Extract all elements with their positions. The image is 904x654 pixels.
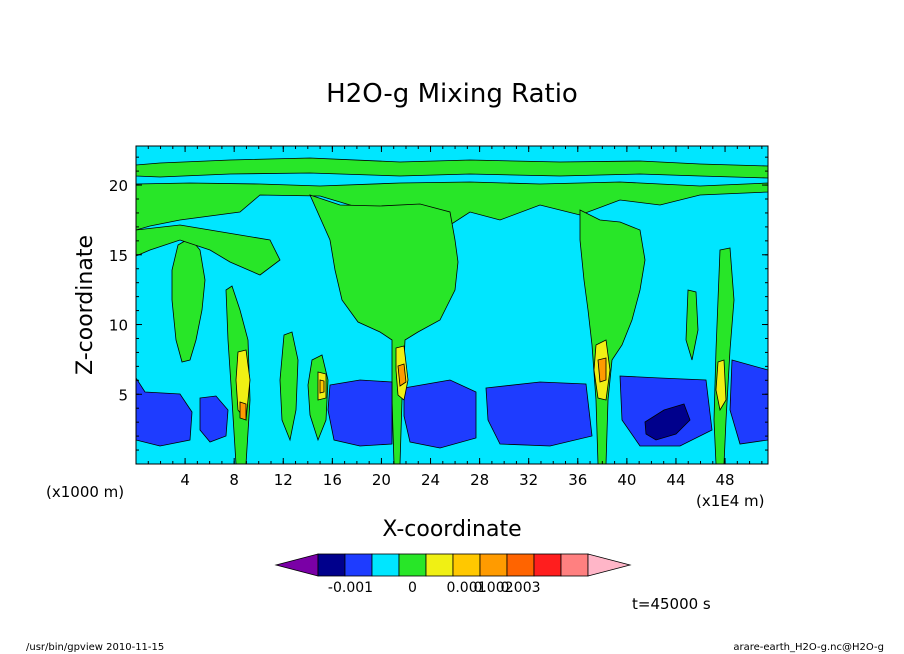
colorbar-tick-label: 0.002 — [473, 580, 513, 596]
colorbar-swatch — [344, 553, 373, 577]
x-tick-label: 48 — [716, 471, 735, 489]
dry-region-x31 — [485, 381, 593, 447]
x-tick-label: 12 — [274, 471, 293, 489]
y-axis: 5 10 15 20 — [109, 156, 768, 451]
moist-plume-right — [579, 209, 646, 464]
plot-area — [135, 145, 769, 465]
colorbar-swatch — [479, 553, 508, 577]
colorbar-swatch — [317, 553, 346, 577]
x-tick-label: 28 — [470, 471, 489, 489]
moist-plume-x48 — [713, 247, 735, 464]
moist-plume-left — [171, 237, 206, 363]
x-unit-label: (x1000 m) — [46, 483, 124, 501]
x-tick-label: 32 — [519, 471, 538, 489]
colorbar-swatch — [371, 553, 400, 577]
moist-plume-x45 — [685, 289, 699, 361]
wet-core-x38-orange — [597, 357, 607, 383]
x-tick-label: 44 — [666, 471, 685, 489]
x-axis-label: X-coordinate — [382, 517, 521, 542]
wet-core-x48 — [715, 359, 727, 412]
colorbar-tick-label: -0.001 — [328, 580, 373, 596]
moist-band-mid — [136, 224, 281, 276]
y-tick-label: 5 — [118, 386, 128, 404]
x-unit2-label: (x1E4 m) — [696, 492, 765, 510]
x-tick-label: 20 — [372, 471, 391, 489]
wet-core-x21-orange — [397, 363, 407, 387]
colorbar-over-arrow — [587, 553, 632, 577]
moist-layer-top — [136, 157, 768, 179]
colorbar-under-arrow — [274, 553, 319, 577]
moist-plume-x14 — [279, 331, 299, 442]
footer-right: arare-earth_H2O-g.nc@H2O-g — [733, 642, 884, 653]
plot-frame — [135, 145, 769, 465]
dry-region-right — [729, 359, 768, 445]
colorbar-swatch — [452, 553, 481, 577]
x-tick-label: 16 — [323, 471, 342, 489]
colorbar-tick-label: 0.003 — [500, 580, 540, 596]
footer-left: /usr/bin/gpview 2010-11-15 — [26, 642, 164, 653]
y-tick-label: 20 — [109, 177, 128, 195]
colorbar-swatch — [425, 553, 454, 577]
y-axis-label: Z-coordinate — [73, 235, 98, 375]
chart-title: H2O-g Mixing Ratio — [326, 79, 578, 109]
x-tick-label: 40 — [617, 471, 636, 489]
colorbar-swatch — [506, 553, 535, 577]
dry-region-x6 — [199, 395, 229, 443]
wet-core-x15-orange — [319, 379, 325, 394]
time-label: t=45000 s — [632, 595, 711, 613]
x-tick-label: 36 — [568, 471, 587, 489]
colorbar-tick-label: 0.001 — [446, 580, 486, 596]
dry-region-x24 — [403, 379, 477, 449]
x-tick-label: 24 — [421, 471, 440, 489]
dry-region-left — [136, 377, 193, 447]
y-tick-label: 15 — [109, 247, 128, 265]
x-tick-label: 4 — [180, 471, 190, 489]
y-tick-label: 10 — [109, 317, 128, 335]
very-dry-core — [644, 403, 691, 441]
x-axis: 4 8 12 16 20 24 28 32 36 40 44 48 — [147, 146, 763, 489]
x-tick-label: 8 — [229, 471, 239, 489]
moist-layer-upper — [136, 181, 768, 239]
dry-region-x18 — [327, 379, 393, 447]
wet-core-x8-orange — [239, 401, 247, 421]
colorbar-swatch — [398, 553, 427, 577]
colorbar-swatch — [533, 553, 562, 577]
colorbar-tick-label: 0 — [408, 580, 417, 596]
colorbar-swatch — [560, 553, 589, 577]
